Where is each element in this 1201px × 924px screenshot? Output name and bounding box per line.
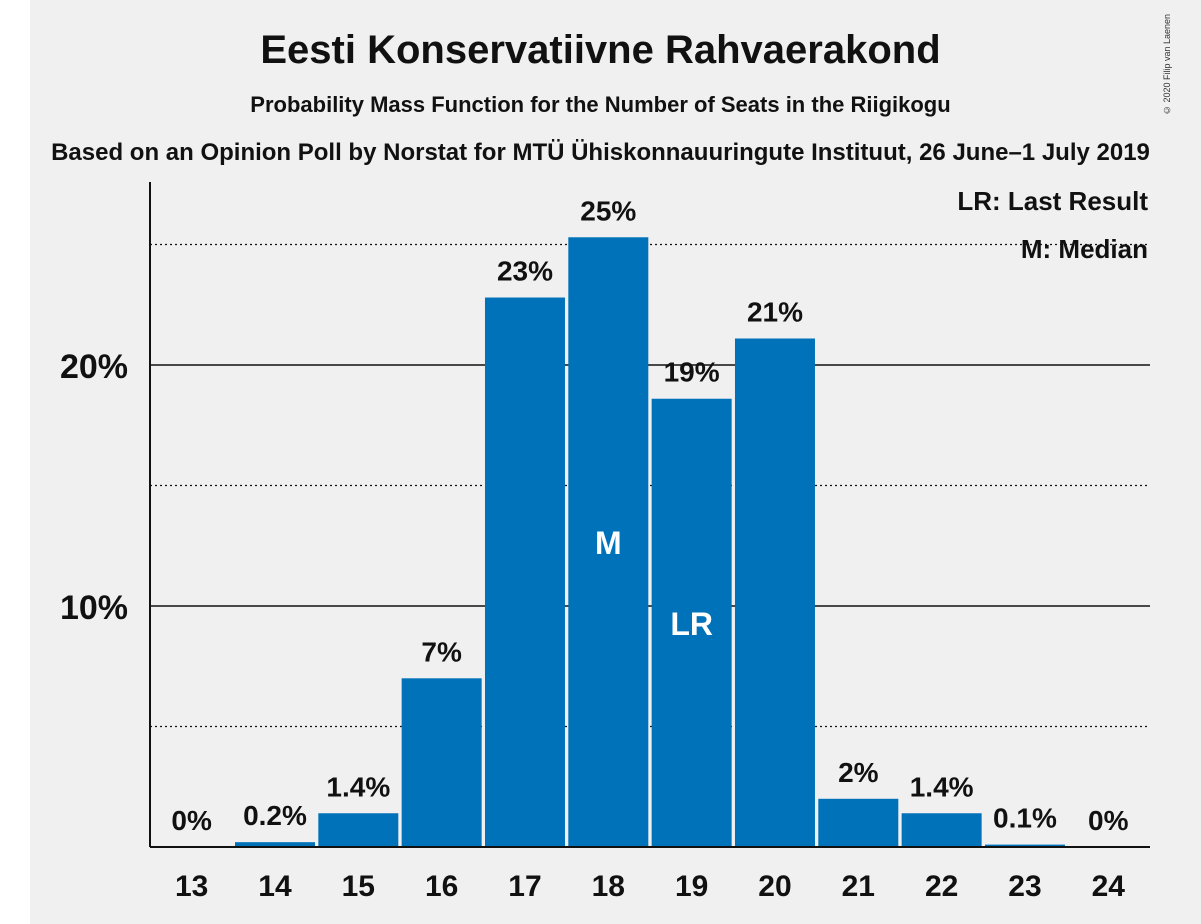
x-tick-label: 19 xyxy=(675,870,708,903)
x-tick-label: 13 xyxy=(175,870,208,903)
legend-entry: LR: Last Result xyxy=(957,186,1148,216)
bar xyxy=(901,813,982,847)
bar xyxy=(984,844,1065,847)
x-tick-label: 17 xyxy=(508,870,541,903)
bar-marker: M xyxy=(595,525,622,561)
chart-source: Based on an Opinion Poll by Norstat for … xyxy=(51,139,1150,166)
x-tick-label: 16 xyxy=(425,870,458,903)
data-label: 0% xyxy=(1088,805,1129,836)
chart-title: Eesti Konservatiivne Rahvaerakond xyxy=(260,28,941,72)
bar-marker: LR xyxy=(670,606,713,642)
x-tick-label: 18 xyxy=(592,870,625,903)
bar xyxy=(234,842,315,847)
bar xyxy=(568,237,649,847)
bar xyxy=(734,338,815,847)
bar xyxy=(401,678,482,847)
x-tick-label: 20 xyxy=(758,870,791,903)
y-tick-label: 20% xyxy=(60,348,128,386)
data-label: 0% xyxy=(171,805,212,836)
bar xyxy=(818,798,899,847)
data-label: 7% xyxy=(421,636,462,667)
bar xyxy=(484,297,565,847)
x-tick-label: 23 xyxy=(1008,870,1041,903)
data-label: 25% xyxy=(580,195,636,226)
data-label: 2% xyxy=(838,757,879,788)
legend-entry: M: Median xyxy=(1021,234,1148,264)
x-tick-label: 21 xyxy=(842,870,875,903)
data-label: 0.1% xyxy=(993,803,1057,834)
data-label: 1.4% xyxy=(326,771,390,802)
bar xyxy=(651,398,732,847)
y-tick-label: 10% xyxy=(60,589,128,627)
bar xyxy=(318,813,399,847)
x-tick-label: 24 xyxy=(1092,870,1126,903)
x-tick-label: 22 xyxy=(925,870,958,903)
x-tick-label: 15 xyxy=(342,870,375,903)
data-label: 1.4% xyxy=(910,771,974,802)
data-label: 19% xyxy=(664,357,720,388)
data-label: 21% xyxy=(747,296,803,327)
x-tick-label: 14 xyxy=(258,870,292,903)
data-label: 23% xyxy=(497,256,553,287)
data-label: 0.2% xyxy=(243,800,307,831)
chart-subtitle: Probability Mass Function for the Number… xyxy=(250,92,951,117)
